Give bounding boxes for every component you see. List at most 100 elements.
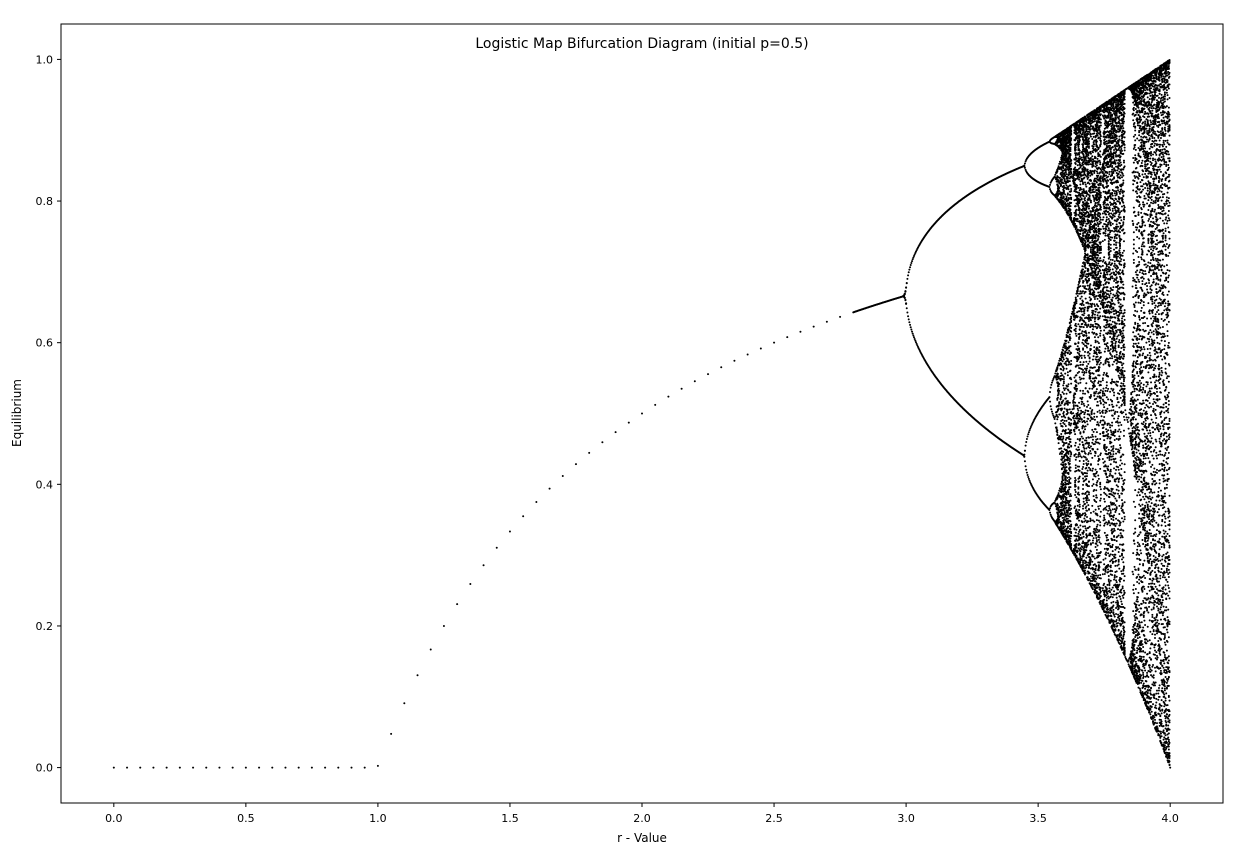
- data-point: [1051, 379, 1054, 382]
- data-point: [909, 264, 912, 267]
- data-point: [1084, 247, 1087, 250]
- data-point: [1088, 414, 1091, 417]
- data-point: [1060, 362, 1063, 365]
- data-point: [1078, 453, 1081, 456]
- data-point: [1057, 404, 1060, 407]
- data-point: [1091, 409, 1094, 412]
- data-point: [1097, 174, 1100, 177]
- data-point: [1073, 376, 1076, 379]
- data-point: [1070, 532, 1073, 535]
- data-point: [1082, 530, 1085, 533]
- data-point: [1096, 124, 1099, 127]
- data-point: [1082, 369, 1085, 372]
- data-point: [1070, 168, 1073, 171]
- data-point: [139, 766, 142, 769]
- data-point: [1089, 452, 1092, 455]
- data-point: [1056, 418, 1059, 421]
- data-point: [1070, 326, 1073, 329]
- data-point: [1085, 159, 1088, 162]
- data-point: [1086, 284, 1089, 287]
- data-point: [271, 766, 274, 769]
- data-point: [1068, 339, 1071, 342]
- data-point: [1087, 499, 1090, 502]
- data-point: [1084, 270, 1087, 273]
- data-point: [1069, 455, 1072, 458]
- data-point: [1085, 346, 1088, 349]
- data-point: [1077, 364, 1080, 367]
- data-point: [667, 395, 670, 398]
- data-point: [1087, 480, 1090, 483]
- data-point: [1058, 516, 1061, 519]
- data-point: [1096, 297, 1099, 300]
- data-point: [1093, 206, 1096, 209]
- data-point: [1069, 208, 1072, 211]
- data-point: [1055, 369, 1058, 372]
- data-point: [1078, 493, 1081, 496]
- data-point: [1085, 472, 1088, 475]
- data-point: [1060, 447, 1063, 450]
- data-point: [1085, 194, 1088, 197]
- data-point: [1070, 162, 1073, 165]
- data-point: [1068, 349, 1071, 352]
- data-point: [1093, 298, 1096, 301]
- data-point: [1087, 277, 1090, 280]
- data-point: [1091, 469, 1094, 472]
- data-point: [1074, 303, 1077, 306]
- data-point: [1059, 379, 1062, 382]
- data-point: [1027, 433, 1030, 436]
- data-point: [1084, 350, 1087, 353]
- data-point: [1078, 519, 1081, 522]
- data-point: [1094, 310, 1097, 313]
- data-point: [1064, 354, 1067, 357]
- data-point: [1075, 187, 1078, 190]
- data-point: [1068, 515, 1071, 518]
- data-point: [1062, 464, 1065, 467]
- data-point: [1069, 477, 1072, 480]
- data-point: [1095, 140, 1098, 143]
- data-point: [1068, 333, 1071, 336]
- data-point: [1085, 185, 1088, 188]
- data-point: [1049, 391, 1052, 394]
- data-point: [627, 421, 630, 424]
- data-point: [1073, 312, 1076, 315]
- data-point: [1057, 408, 1060, 411]
- data-point: [1067, 383, 1070, 386]
- data-point: [1055, 426, 1058, 429]
- data-point: [1091, 151, 1094, 154]
- data-point: [1056, 415, 1059, 418]
- data-point: [912, 334, 915, 337]
- data-point: [1060, 432, 1063, 435]
- data-point: [1092, 495, 1095, 498]
- data-point: [911, 332, 914, 335]
- data-point: [1084, 199, 1087, 202]
- data-point: [1086, 469, 1089, 472]
- data-point: [907, 315, 910, 318]
- data-point: [192, 766, 195, 769]
- data-point: [905, 286, 908, 289]
- data-point: [1093, 313, 1096, 316]
- data-point: [1095, 186, 1098, 189]
- data-point: [1095, 280, 1098, 283]
- data-point: [1062, 367, 1065, 370]
- data-point: [1062, 189, 1065, 192]
- data-point: [1079, 533, 1082, 536]
- data-point: [1082, 392, 1085, 395]
- data-point: [1079, 290, 1082, 293]
- data-point: [1085, 509, 1088, 512]
- data-point: [1082, 274, 1085, 277]
- data-point: [1027, 431, 1030, 434]
- data-point: [1060, 396, 1063, 399]
- data-point: [1085, 549, 1088, 552]
- data-point: [1087, 163, 1090, 166]
- data-point: [1074, 531, 1077, 534]
- data-point: [1074, 441, 1077, 444]
- data-point: [1095, 534, 1098, 537]
- data-point: [508, 530, 511, 533]
- data-point: [1087, 491, 1090, 494]
- data-point: [218, 766, 221, 769]
- data-point: [759, 347, 762, 350]
- data-point: [907, 318, 910, 321]
- data-point: [1056, 504, 1059, 507]
- data-point: [1095, 358, 1098, 361]
- data-point: [1070, 317, 1073, 320]
